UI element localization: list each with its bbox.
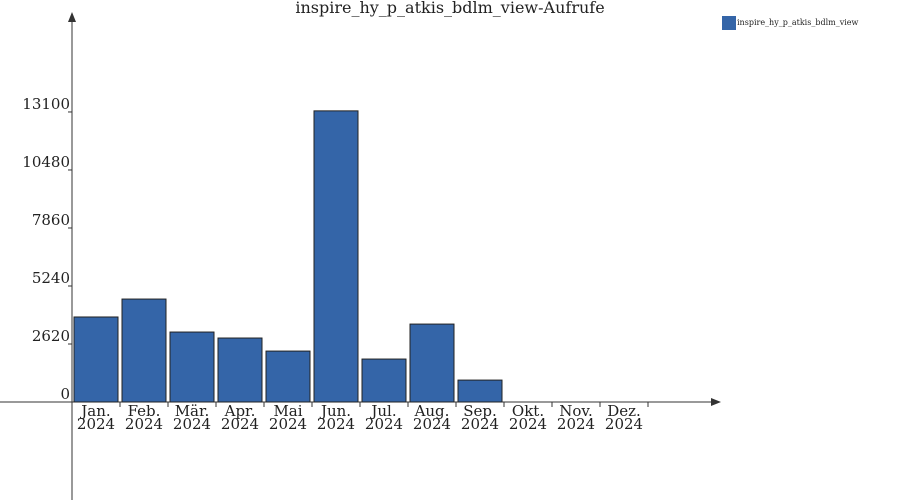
- x-tick-label: Nov. 2024: [557, 402, 595, 433]
- x-tick-label: Mär. 2024: [173, 402, 211, 433]
- y-tick-label: 10480: [22, 153, 70, 171]
- bar: [409, 323, 455, 403]
- x-tick-label-line: Jun.: [319, 402, 351, 420]
- x-tick-label: Mai 2024: [269, 402, 307, 433]
- x-tick-label-line: 2024: [413, 415, 451, 433]
- y-tick-label: 2620: [32, 327, 70, 345]
- x-tick-label-line: Jan.: [79, 402, 110, 420]
- y-tick-label: 5240: [32, 269, 70, 287]
- legend-label: inspire_hy_p_atkis_bdlm_view: [737, 18, 859, 27]
- x-tick-label-line: 2024: [173, 415, 211, 433]
- x-tick-label: Jun. 2024: [317, 402, 355, 433]
- x-tick-label-line: Apr.: [224, 402, 256, 420]
- bar: [169, 331, 215, 403]
- bar: [73, 316, 119, 403]
- chart-title: inspire_hy_p_atkis_bdlm_view-Aufrufe: [295, 0, 604, 17]
- x-tick-label-line: Okt.: [512, 402, 544, 420]
- legend-swatch: [722, 16, 736, 30]
- x-tick-label: Aug. 2024: [413, 402, 451, 433]
- x-tick-label-line: 2024: [605, 415, 643, 433]
- x-tick-label: Apr. 2024: [221, 402, 259, 433]
- x-tick-label-line: Nov.: [559, 402, 593, 420]
- y-axis-arrow: [68, 12, 76, 22]
- bar: [265, 350, 311, 403]
- x-tick-label-line: 2024: [557, 415, 595, 433]
- y-tick-label: 13100: [22, 95, 70, 113]
- bar: [457, 379, 503, 403]
- x-tick-label-line: 2024: [509, 415, 547, 433]
- bar: [361, 358, 407, 403]
- x-tick-label: Jul. 2024: [365, 402, 403, 433]
- x-axis-arrow: [711, 398, 721, 406]
- x-tick-label: Sep. 2024: [461, 402, 499, 433]
- x-tick-label-line: 2024: [461, 415, 499, 433]
- x-tick-label: Okt. 2024: [509, 402, 547, 433]
- x-tick-label-line: 2024: [365, 415, 403, 433]
- bar: [121, 298, 167, 403]
- x-tick-label: Jan. 2024: [77, 402, 115, 433]
- x-tick-label-line: 2024: [317, 415, 355, 433]
- y-tick-label: 7860: [32, 211, 70, 229]
- x-tick-label-line: 2024: [125, 415, 163, 433]
- x-tick-label-line: Mai: [273, 402, 302, 420]
- x-tick-label-line: Mär.: [175, 402, 210, 420]
- x-tick-label-line: Feb.: [128, 402, 161, 420]
- x-tick-label: Dez. 2024: [605, 402, 643, 433]
- x-tick-label-line: 2024: [269, 415, 307, 433]
- x-tick-label-line: Jul.: [369, 402, 396, 420]
- x-tick-label-line: Dez.: [607, 402, 641, 420]
- x-tick-label-line: Sep.: [463, 402, 497, 420]
- x-tick-label-line: 2024: [77, 415, 115, 433]
- x-tick-label: Feb. 2024: [125, 402, 163, 433]
- x-tick-label-line: 2024: [221, 415, 259, 433]
- bar: [217, 337, 263, 403]
- y-tick-label: 0: [60, 385, 70, 403]
- bar: [313, 110, 359, 403]
- x-tick-label-line: Aug.: [414, 402, 450, 420]
